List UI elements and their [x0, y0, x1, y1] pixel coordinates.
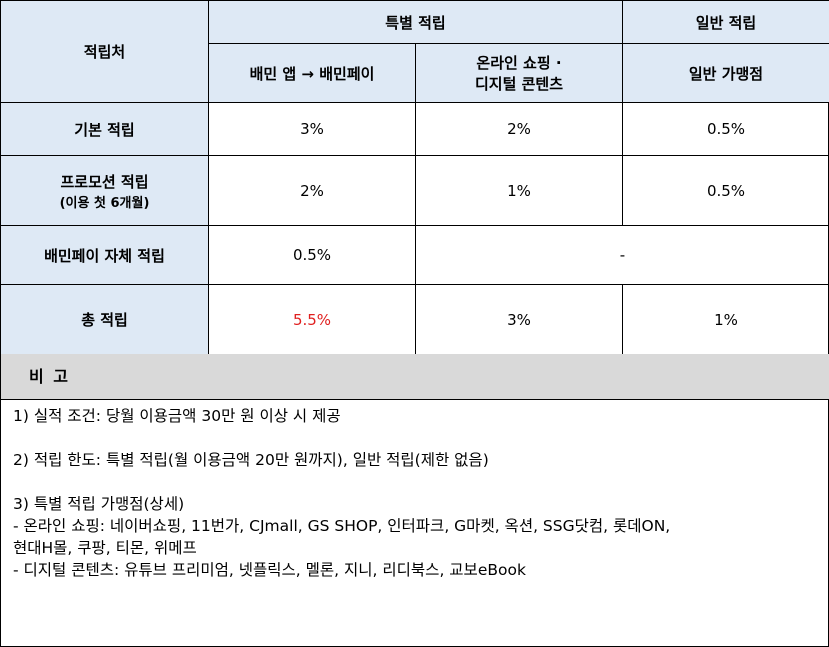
header-col-online-line2: 디지털 콘텐츠 [474, 75, 564, 93]
row-label-promotion-main: 프로모션 적립 [60, 172, 149, 191]
row-label-promotion: 프로모션 적립 (이용 첫 6개월) [0, 155, 209, 226]
notes-title: 비 고 [1, 354, 829, 400]
cell-promotion-c2: 1% [415, 155, 623, 226]
cell-total-c2: 3% [415, 284, 623, 355]
cell-basic-c3: 0.5% [622, 102, 829, 156]
cell-promotion-c1: 2% [208, 155, 416, 226]
header-special-group: 특별 적립 [208, 0, 623, 44]
table-row: 총 적립 5.5% 3% 1% [0, 284, 829, 355]
note-line: - 디지털 콘텐츠: 유튜브 프리미엄, 넷플릭스, 멜론, 지니, 리디북스,… [13, 561, 526, 579]
header-col-online-line1: 온라인 쇼핑 · [476, 54, 562, 72]
cell-basic-c1: 3% [208, 102, 416, 156]
cell-baeminpay-c1: 0.5% [208, 225, 416, 285]
row-label-baeminpay: 배민페이 자체 적립 [0, 225, 209, 285]
cell-total-c1: 5.5% [208, 284, 416, 355]
header-corner: 적립처 [0, 0, 209, 103]
table-row: 기본 적립 3% 2% 0.5% [0, 102, 829, 156]
cell-baeminpay-merged: - [415, 225, 829, 285]
cell-total-c3: 1% [622, 284, 829, 355]
note-line: 현대H몰, 쿠팡, 티몬, 위메프 [13, 539, 197, 557]
row-label-basic: 기본 적립 [0, 102, 209, 156]
cell-basic-c2: 2% [415, 102, 623, 156]
row-label-total: 총 적립 [0, 284, 209, 355]
header-col-baemin-app: 배민 앱 → 배민페이 [208, 43, 416, 103]
note-line: - 온라인 쇼핑: 네이버쇼핑, 11번가, CJmall, GS SHOP, … [13, 517, 671, 535]
row-label-promotion-sub: (이용 첫 6개월) [59, 195, 150, 211]
note-line: 2) 적립 한도: 특별 적립(월 이용금액 20만 원까지), 일반 적립(제… [13, 451, 489, 469]
header-col-general-store: 일반 가맹점 [622, 43, 829, 103]
note-line: 1) 실적 조건: 당월 이용금액 30만 원 이상 시 제공 [13, 407, 341, 425]
header-col-online-digital: 온라인 쇼핑 · 디지털 콘텐츠 [415, 43, 623, 103]
table-row: 배민페이 자체 적립 0.5% - [0, 225, 829, 285]
cell-promotion-c3: 0.5% [622, 155, 829, 226]
header-general-group: 일반 적립 [622, 0, 829, 44]
note-line: 3) 특별 적립 가맹점(상세) [13, 495, 185, 513]
reward-table: 적립처 특별 적립 일반 적립 배민 앱 → 배민페이 온라인 쇼핑 · 디지털… [0, 0, 829, 355]
notes-body: 1) 실적 조건: 당월 이용금액 30만 원 이상 시 제공 2) 적립 한도… [13, 405, 823, 581]
table-row: 프로모션 적립 (이용 첫 6개월) 2% 1% 0.5% [0, 155, 829, 226]
